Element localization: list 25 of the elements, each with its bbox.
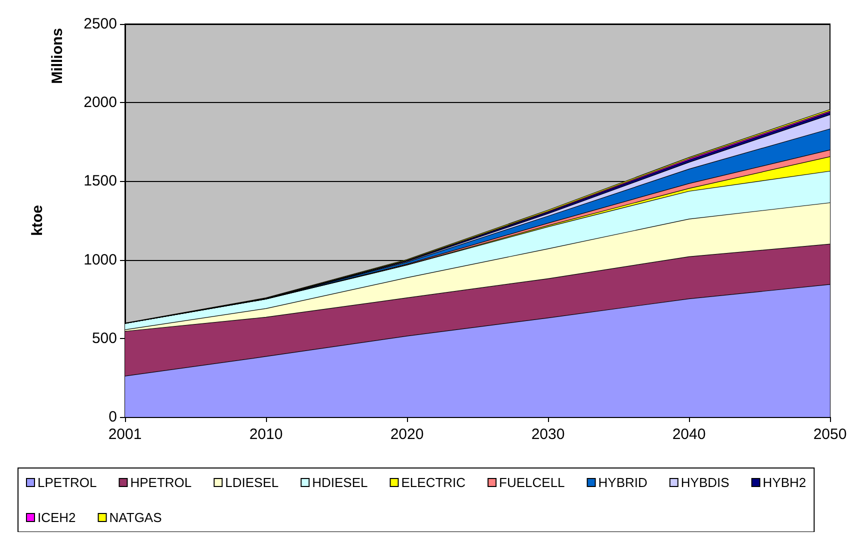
x-tick-label: 2010 (249, 426, 283, 443)
y-tick-label: 2500 (84, 16, 117, 32)
legend-label: NATGAS (109, 510, 162, 525)
x-tick-label: 2040 (672, 426, 706, 443)
legend-label: LDIESEL (225, 475, 279, 490)
legend-label: HYBRID (598, 475, 648, 490)
y-tick-label: 2000 (84, 94, 117, 112)
x-tick-label: 2020 (390, 426, 424, 443)
y-tick-label: 1500 (84, 172, 117, 190)
legend-label: FUELCELL (499, 475, 565, 490)
legend-label: ELECTRIC (401, 475, 466, 490)
legend-label: HDIESEL (312, 475, 368, 490)
legend-label: LPETROL (38, 475, 97, 490)
y-tick-label: 1000 (84, 251, 117, 268)
legend-label: HYBH2 (762, 475, 806, 490)
legend-label: HPETROL (130, 475, 192, 490)
x-tick-label: 2050 (813, 426, 847, 443)
x-tick-label: 2030 (531, 426, 565, 443)
text: Millions (49, 28, 66, 84)
legend-label: ICEH2 (38, 510, 76, 525)
x-tick-label: 2001 (108, 426, 142, 443)
y-tick-label: 0 (108, 408, 117, 426)
y-tick-label: 500 (92, 330, 117, 347)
y-axis-title: ktoe (29, 205, 46, 236)
legend-label: HYBDIS (680, 475, 730, 490)
